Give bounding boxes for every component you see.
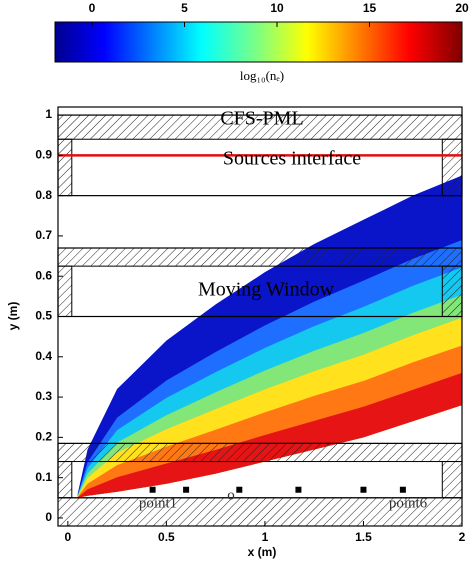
probe-point [295,486,302,493]
colorbar [54,21,463,63]
annotation: Sources interface [223,148,361,170]
pml-region [441,138,463,197]
pml-region [57,442,463,463]
x-tick-label: 2 [459,530,466,544]
y-tick-label: 0.7 [35,228,52,242]
colorbar-tick-label: 10 [270,1,284,15]
annotation: CFS-PML [220,108,303,130]
x-tick-label: 1.5 [355,530,372,544]
y-axis-label: y (m) [6,302,20,331]
colorbar-tick-label: 5 [181,1,188,15]
colorbar-label: log₁₀(nₑ) [240,68,284,83]
x-tick-label: 1 [262,530,269,544]
pml-region [57,265,73,318]
probe-point [183,486,190,493]
pml-region [57,461,73,499]
y-tick-label: 0.2 [35,430,52,444]
y-tick-label: 0.5 [35,309,52,323]
y-tick-label: 0.3 [35,389,52,403]
probe-point [149,486,156,493]
x-axis-label: x (m) [248,545,277,559]
pml-region [441,265,463,318]
probe-point [399,486,406,493]
y-tick-label: 0 [45,510,52,524]
x-tick-label: 0.5 [158,530,175,544]
pml-region [57,247,463,267]
annotation: point1 [139,495,177,511]
colorbar-tick-label: 0 [89,1,96,15]
contour-region [77,372,462,498]
y-tick-label: 0.9 [35,148,52,162]
y-tick-label: 0.4 [35,349,52,363]
annotation: o [227,487,235,503]
colorbar-tick-label: 15 [363,1,377,15]
y-tick-label: 0.8 [35,188,52,202]
y-tick-label: 0.6 [35,268,52,282]
pml-region [57,138,73,197]
annotation: Moving Window [198,279,335,301]
y-tick-label: 0.1 [35,470,52,484]
y-tick-label: 1 [45,107,52,121]
colorbar-tick-label: 20 [455,1,469,15]
pml-region [441,461,463,499]
pml-region [57,114,463,140]
probe-point [360,486,367,493]
annotation: point6 [389,495,428,511]
x-tick-label: 0 [65,530,72,544]
probe-point [236,486,243,493]
